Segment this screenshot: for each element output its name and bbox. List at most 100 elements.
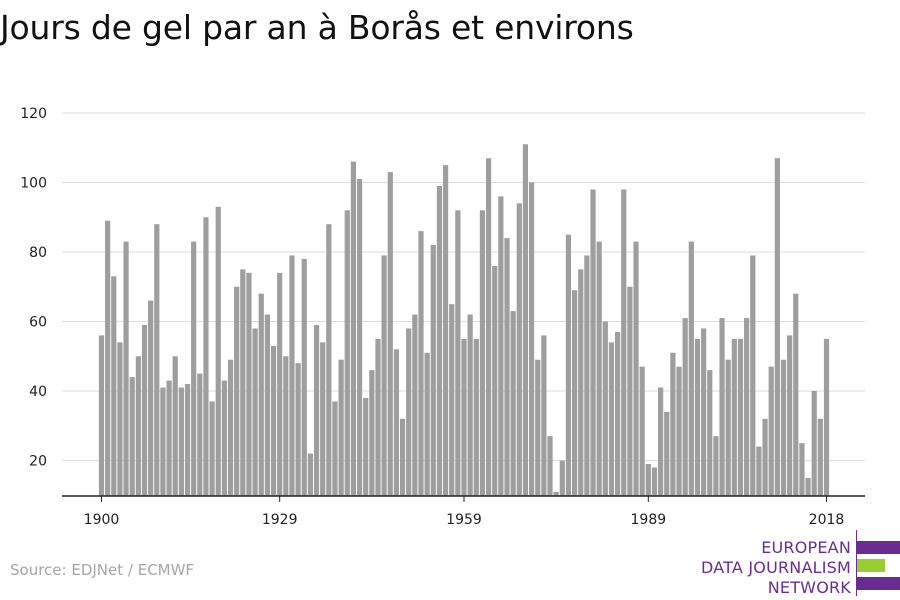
bar [252, 328, 258, 496]
bar [178, 387, 184, 496]
y-tick-label: 20 [29, 454, 47, 470]
bar [565, 234, 572, 496]
bar [805, 477, 811, 496]
bar [547, 436, 553, 496]
logo-divider [856, 530, 857, 596]
bar [369, 370, 375, 496]
bar [350, 161, 357, 496]
bar [430, 245, 436, 496]
bar [645, 463, 651, 496]
bar [578, 269, 584, 496]
bar [780, 359, 787, 496]
bar [633, 241, 639, 496]
logo-stripe-bottom [856, 577, 900, 590]
bar [270, 345, 277, 496]
bar [707, 370, 713, 496]
bar [141, 324, 148, 496]
y-tick-label: 100 [20, 176, 47, 192]
bar [596, 241, 602, 496]
bar [479, 210, 486, 497]
bar [744, 318, 750, 496]
bar [510, 311, 516, 496]
bar [381, 255, 387, 496]
bar [467, 314, 473, 496]
logo-stripe-middle [857, 559, 885, 572]
bar [344, 210, 350, 497]
bar [197, 373, 203, 496]
bar [399, 418, 406, 496]
bar [375, 338, 381, 496]
x-tick-label: 2018 [809, 512, 845, 528]
bar [227, 359, 234, 496]
logo-text: EUROPEAN DATA JOURNALISM NETWORK [701, 538, 851, 598]
bar [313, 324, 320, 496]
bar [129, 377, 135, 496]
bar [627, 286, 633, 496]
logo-line-3: NETWORK [767, 578, 851, 597]
bar [123, 241, 129, 496]
bar [184, 384, 191, 496]
bar [406, 328, 412, 496]
bar [750, 255, 756, 496]
bar [725, 359, 731, 496]
bar [307, 453, 313, 496]
bar [246, 272, 252, 496]
x-tick-label: 1929 [262, 512, 298, 528]
bar [356, 179, 363, 496]
bar [584, 255, 590, 496]
bar [768, 366, 774, 496]
bar [811, 391, 817, 496]
bar [215, 206, 221, 496]
bar [105, 220, 111, 496]
bar [793, 293, 799, 496]
bar [172, 356, 178, 496]
bar [553, 491, 559, 496]
bar [688, 241, 694, 496]
bar [682, 318, 688, 496]
bar [166, 380, 172, 496]
bar [412, 314, 418, 496]
bar [363, 397, 369, 496]
bar [541, 335, 547, 496]
bar [658, 387, 664, 496]
bar [289, 255, 295, 496]
bar [209, 401, 215, 496]
bar [498, 196, 504, 496]
bar [277, 272, 283, 496]
bar [301, 258, 307, 496]
bar [473, 338, 479, 496]
bar [461, 338, 467, 496]
bar [424, 352, 430, 496]
bar [713, 436, 719, 496]
bar [393, 349, 400, 496]
bar [492, 265, 498, 496]
edjnet-logo: EUROPEAN DATA JOURNALISM NETWORK [700, 530, 900, 598]
bar [387, 172, 393, 496]
chart-title: Jours de gel par an à Borås et environs [0, 8, 634, 47]
x-tick-label: 1989 [631, 512, 667, 528]
bar [719, 318, 725, 496]
bar [799, 443, 805, 496]
y-tick-label: 40 [29, 384, 47, 400]
bar [117, 342, 123, 496]
bar [787, 335, 793, 496]
bar [258, 293, 264, 496]
source-note: Source: EDJNet / ECMWF [10, 561, 195, 579]
y-tick-label: 80 [29, 245, 47, 261]
bar [436, 185, 443, 496]
bar [516, 203, 522, 496]
bar [338, 359, 344, 496]
bar [135, 356, 141, 496]
bar [449, 304, 455, 496]
bar [676, 366, 682, 496]
logo-line-1: EUROPEAN [761, 538, 851, 557]
bar [817, 418, 823, 496]
bar [148, 300, 154, 496]
bar [528, 182, 535, 496]
bar [485, 158, 492, 497]
bar [823, 338, 830, 496]
bar [160, 387, 166, 496]
bar [283, 356, 289, 496]
